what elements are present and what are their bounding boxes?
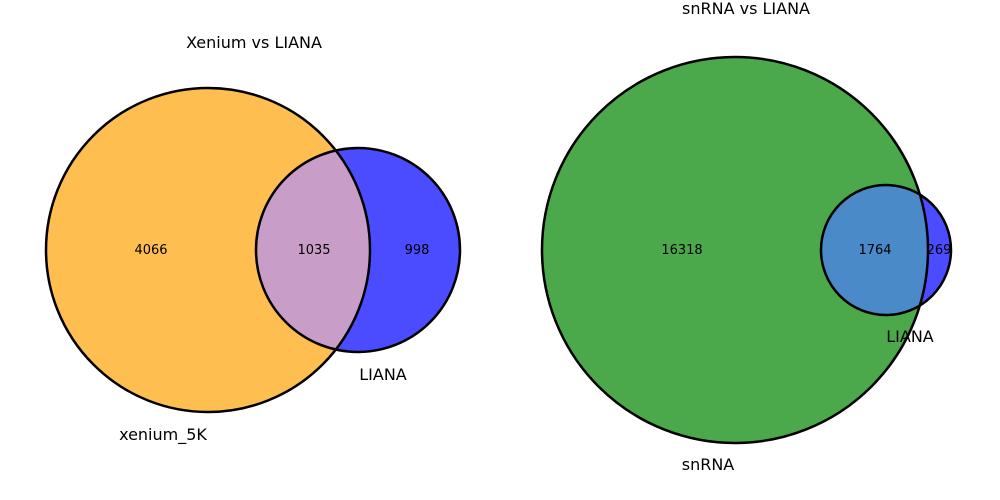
- set-label-snrna: snRNA: [682, 455, 735, 474]
- count-only-xenium-5k: 4066: [134, 243, 167, 258]
- count-intersection: 1035: [297, 243, 330, 258]
- set-label-liana: LIANA: [886, 327, 934, 346]
- count-only-liana: 269: [927, 243, 952, 258]
- overlap-region: [821, 185, 928, 315]
- count-only-liana: 998: [405, 243, 430, 258]
- venn-title: snRNA vs LIANA: [682, 0, 810, 18]
- venn-snrna-vs-liana: snRNA vs LIANA 16318 1764 269 snRNA LIAN…: [540, 0, 953, 474]
- set-region-xenium-5k: [46, 88, 370, 412]
- overlap-region: [256, 148, 370, 352]
- venn-title: Xenium vs LIANA: [186, 33, 322, 52]
- count-only-snrna: 16318: [661, 243, 702, 258]
- set-outline-xenium-5k: [44, 86, 372, 414]
- count-intersection: 1764: [858, 243, 891, 258]
- set-label-liana: LIANA: [359, 365, 407, 384]
- set-outline-snrna: [540, 55, 930, 445]
- venn-xenium-vs-liana: Xenium vs LIANA 4066 1035 998 xenium_5K …: [44, 33, 462, 445]
- set-region-snrna: [542, 57, 928, 443]
- set-label-xenium-5k: xenium_5K: [119, 425, 207, 445]
- set-outline-liana: [254, 146, 462, 354]
- set-outline-liana: [819, 183, 953, 317]
